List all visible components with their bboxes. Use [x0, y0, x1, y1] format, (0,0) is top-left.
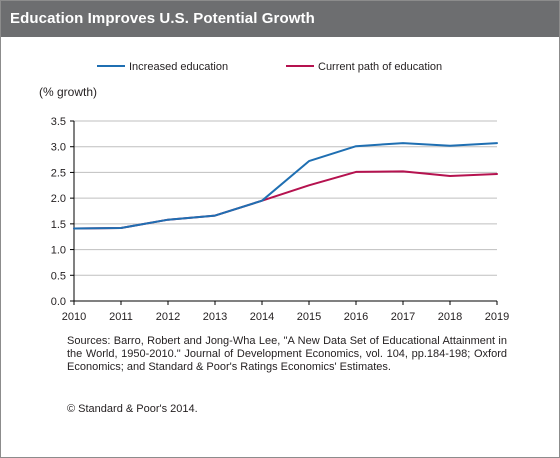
gridlines	[74, 120, 497, 302]
y-tick-label: 2.5	[51, 167, 66, 179]
x-tick-label: 2012	[156, 311, 180, 323]
series-lines	[73, 142, 498, 230]
legend-label: Increased education	[129, 61, 228, 73]
line-chart: 0.00.51.01.52.02.53.03.5 2010 2011 2012 201…	[39, 61, 509, 323]
y-axis-label: (% growth)	[39, 85, 97, 99]
x-tick-label: 2015	[297, 311, 321, 323]
x-tick-label: 2016	[344, 311, 368, 323]
y-axis: 0.0 0.5 1.0 1.5 2.0 2.5 3.0 3.5	[51, 116, 75, 308]
copyright-note: © Standard & Poor's 2014.	[67, 403, 198, 415]
series-line-increased-education	[73, 142, 498, 230]
legend-label: Current path of education	[318, 61, 442, 73]
x-tick-label: 2010	[62, 311, 86, 323]
y-tick-label: 3.0	[51, 142, 66, 154]
x-tick-label: 2019	[485, 311, 509, 323]
sources-note: Sources: Barro, Robert and Jong-Wha Lee,…	[67, 335, 507, 373]
legend: Increased education Current path of educa…	[97, 61, 442, 73]
y-tick-label: 3.5	[51, 116, 66, 128]
x-tick-label: 2014	[250, 311, 274, 323]
y-tick-label: 2.0	[51, 193, 66, 205]
y-tick-label: 0.5	[51, 270, 66, 282]
title-bar: Education Improves U.S. Potential Growth	[1, 1, 559, 37]
x-tick-label: 2018	[438, 311, 462, 323]
x-axis: 2010 2011 2012 2013 2014 2015 2016 2017 2018 2019	[62, 300, 509, 323]
chart-title: Education Improves U.S. Potential Growth	[10, 10, 315, 27]
y-tick-label: 1.5	[51, 219, 66, 231]
x-tick-label: 2013	[203, 311, 227, 323]
x-tick-label: 2017	[391, 311, 415, 323]
y-tick-label: 1.0	[51, 245, 66, 257]
x-tick-label: 2011	[109, 311, 133, 323]
y-tick-label: 0.0	[51, 296, 66, 308]
